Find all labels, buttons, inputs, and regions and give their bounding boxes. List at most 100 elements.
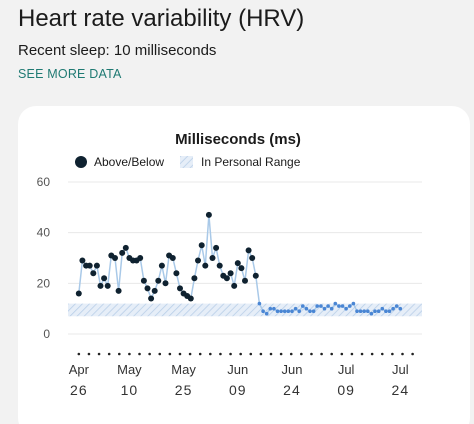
x-axis-dot — [401, 352, 404, 356]
data-point-above-below — [151, 287, 158, 294]
data-point-in-range — [362, 309, 367, 313]
data-point-in-range — [315, 304, 320, 308]
data-point-above-below — [209, 255, 216, 261]
data-point-above-below — [101, 275, 108, 282]
legend: Above/Below In Personal Range — [75, 155, 301, 169]
chart-title: Milliseconds (ms) — [175, 131, 301, 148]
x-axis-dot — [411, 352, 414, 356]
data-point-above-below — [213, 244, 220, 251]
data-point-in-range — [264, 311, 269, 316]
x-axis-dot — [320, 352, 323, 356]
x-tick-month: Jun — [281, 362, 302, 377]
data-point-in-range — [322, 306, 327, 311]
x-axis-dot — [128, 352, 131, 356]
recent-sleep-summary: Recent sleep: 10 milliseconds — [18, 42, 217, 59]
data-point-in-range — [311, 309, 316, 313]
data-point-above-below — [234, 260, 241, 267]
data-point-in-range — [275, 309, 280, 313]
x-tick-day: 24 — [283, 382, 301, 398]
data-point-above-below — [249, 255, 256, 261]
data-point-above-below — [187, 295, 194, 302]
data-point-above-below — [162, 280, 169, 287]
x-tick-month: Apr — [69, 362, 90, 377]
data-point-in-range — [351, 301, 356, 306]
x-axis-dot — [87, 352, 91, 356]
x-axis-dot — [391, 352, 394, 356]
data-point-in-range — [319, 304, 323, 308]
data-point-in-range — [329, 306, 334, 311]
y-tick-label: 60 — [37, 175, 51, 189]
x-axis-dot — [97, 352, 101, 356]
x-tick-month: May — [117, 362, 142, 377]
data-point-above-below — [223, 275, 230, 282]
y-tick-label: 20 — [37, 276, 51, 290]
data-point-above-below — [238, 265, 245, 272]
data-point-above-below — [216, 262, 223, 269]
data-point-in-range — [333, 301, 338, 306]
y-tick-label: 40 — [37, 226, 51, 240]
x-axis-dot — [370, 352, 374, 356]
x-axis-dot — [219, 352, 222, 356]
data-point-above-below — [148, 295, 155, 302]
data-point-above-below — [158, 262, 165, 269]
data-point-above-below — [155, 277, 162, 284]
data-point-in-range — [261, 309, 265, 313]
data-point-in-range — [290, 309, 294, 313]
data-point-above-below — [231, 282, 238, 289]
x-axis-dot — [269, 352, 273, 356]
data-point-in-range — [279, 309, 283, 313]
data-point-above-below — [104, 282, 111, 289]
x-tick-day: 09 — [337, 382, 355, 398]
x-tick-month: Jul — [392, 362, 409, 377]
data-point-above-below — [227, 270, 234, 277]
data-point-in-range — [344, 306, 348, 311]
data-point-above-below — [75, 290, 82, 297]
data-point-above-below — [122, 244, 129, 251]
data-point-above-below — [97, 282, 104, 289]
x-axis-dot — [300, 352, 303, 356]
data-point-above-below — [86, 262, 93, 269]
data-point-above-below — [191, 275, 198, 282]
x-tick-day: 26 — [70, 382, 88, 398]
data-point-in-range — [394, 304, 399, 308]
data-point-in-range — [384, 309, 388, 313]
data-point-in-range — [297, 309, 302, 313]
data-point-above-below — [242, 277, 248, 284]
data-point-in-range — [398, 306, 403, 311]
see-more-data-link[interactable]: SEE MORE DATA — [18, 67, 122, 81]
data-point-in-range — [282, 309, 287, 313]
legend-label-personal-range: In Personal Range — [201, 155, 301, 169]
x-tick-day: 09 — [229, 382, 247, 398]
data-point-in-range — [376, 309, 381, 313]
series-points — [75, 211, 403, 316]
data-point-in-range — [387, 309, 392, 313]
x-axis-dot — [107, 352, 111, 356]
data-point-above-below — [252, 272, 259, 279]
x-axis-dot — [148, 352, 151, 356]
data-point-in-range — [326, 304, 330, 308]
x-axis-dot — [209, 352, 212, 356]
data-point-in-range — [355, 309, 359, 313]
hrv-chart: Milliseconds (ms) Above/Below In Persona… — [37, 131, 422, 398]
x-axis-dot — [138, 352, 141, 356]
x-axis-dot — [117, 352, 121, 356]
data-point-in-range — [337, 304, 341, 308]
x-axis-dot — [239, 352, 242, 356]
x-axis-dot — [198, 352, 202, 356]
data-point-in-range — [340, 304, 345, 308]
data-point-in-range — [308, 309, 312, 313]
data-point-above-below — [112, 255, 118, 261]
data-point-in-range — [304, 306, 309, 311]
data-point-in-range — [366, 309, 370, 313]
data-point-above-below — [119, 249, 126, 256]
x-axis-dot — [330, 352, 333, 356]
data-point-in-range — [380, 306, 385, 311]
legend-label-above-below: Above/Below — [94, 155, 164, 169]
x-axis-dot — [360, 352, 364, 356]
x-tick-month: May — [171, 362, 196, 377]
x-axis-dot — [158, 352, 162, 356]
x-axis-dot — [229, 352, 232, 356]
data-point-in-range — [257, 301, 262, 306]
data-point-above-below — [202, 262, 209, 269]
